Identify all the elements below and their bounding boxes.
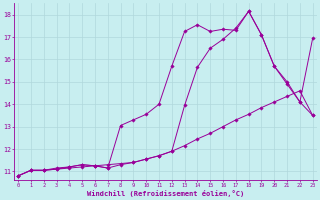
X-axis label: Windchill (Refroidissement éolien,°C): Windchill (Refroidissement éolien,°C) (87, 190, 244, 197)
